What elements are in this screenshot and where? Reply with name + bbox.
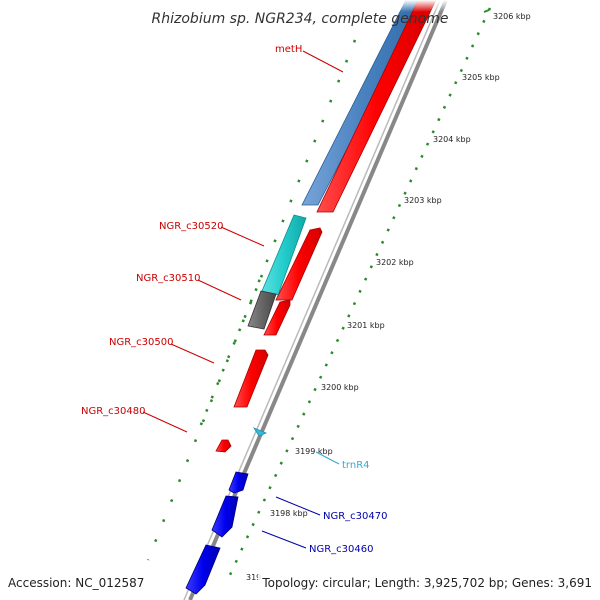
footer-backdrop-left (4, 572, 152, 592)
leader-line-metH (302, 50, 344, 73)
genome-stats-text: Topology: circular; Length: 3,925,702 bp… (261, 576, 592, 590)
tick-mark (483, 9, 490, 13)
gene-label-NGR_c30510[interactable]: NGR_c30510 (136, 273, 201, 284)
map-title: Rhizobium sp. NGR234, complete genome (152, 11, 449, 27)
tick-label: 3204 kbp (433, 135, 471, 144)
leader-line-trnR4 (315, 451, 340, 465)
leader-line-NGR_c30520 (220, 226, 265, 247)
tick-label: 3205 kbp (462, 73, 500, 82)
gene-labels: metH NGR_c30520 NGR_c30510 NGR_c30500 NG… (81, 44, 388, 555)
top-fade (360, 0, 470, 12)
leader-line-NGR_c30460 (261, 530, 307, 549)
tick-label: 3201 kbp (347, 321, 385, 330)
leader-line-NGR_c30480 (142, 411, 188, 433)
gc-content-dotted-track (146, 39, 357, 561)
cyan-feature-NGR_c30520[interactable] (261, 214, 307, 296)
gene-label-NGR_c30470[interactable]: NGR_c30470 (323, 511, 388, 522)
gene-label-NGR_c30460[interactable]: NGR_c30460 (309, 544, 374, 555)
gc-content-dotted-track-inner (196, 274, 264, 433)
gene-label-NGR_c30500[interactable]: NGR_c30500 (109, 337, 174, 348)
cds-NGR_c30470-a[interactable] (228, 471, 249, 494)
leader-lines (142, 50, 344, 549)
tick-label: 3198 kbp (270, 509, 308, 518)
cds-NGR_c30500[interactable] (233, 349, 269, 408)
gene-label-NGR_c30480[interactable]: NGR_c30480 (81, 406, 146, 417)
leader-line-NGR_c30500 (170, 343, 215, 364)
scale-ticks: 3206 kbp 3205 kbp 3204 kbp 3203 kbp 3202… (246, 9, 531, 582)
leader-line-NGR_c30510 (197, 279, 242, 301)
tick-label: 319 (246, 573, 261, 582)
cds-metH[interactable] (316, 0, 437, 213)
tick-label: 3206 kbp (493, 12, 531, 21)
tick-label: 3203 kbp (404, 196, 442, 205)
trna-trnR4[interactable] (252, 427, 268, 437)
cds-NGR_c30460[interactable] (185, 544, 221, 595)
tick-label: 3202 kbp (376, 258, 414, 267)
cds-NGR_c30520[interactable] (275, 227, 323, 301)
gene-label-NGR_c30520[interactable]: NGR_c30520 (159, 221, 224, 232)
footer-backdrop-right (258, 572, 596, 592)
gray-feature-NGR_c30510[interactable] (247, 290, 277, 330)
accession-text: Accession: NC_012587 (8, 576, 144, 590)
cds-NGR_c30470[interactable] (211, 495, 239, 538)
cds-NGR_c30480[interactable] (215, 439, 232, 453)
tick-label: 3199 kbp (295, 447, 333, 456)
gene-label-metH[interactable]: metH (275, 44, 302, 55)
cds-NGR_c30510[interactable] (263, 299, 291, 336)
tick-label: 3200 kbp (321, 383, 359, 392)
leader-line-NGR_c30470 (275, 496, 321, 516)
gene-label-trnR4[interactable]: trnR4 (342, 460, 370, 471)
gc-skew-dotted-track-outer (228, 7, 492, 576)
